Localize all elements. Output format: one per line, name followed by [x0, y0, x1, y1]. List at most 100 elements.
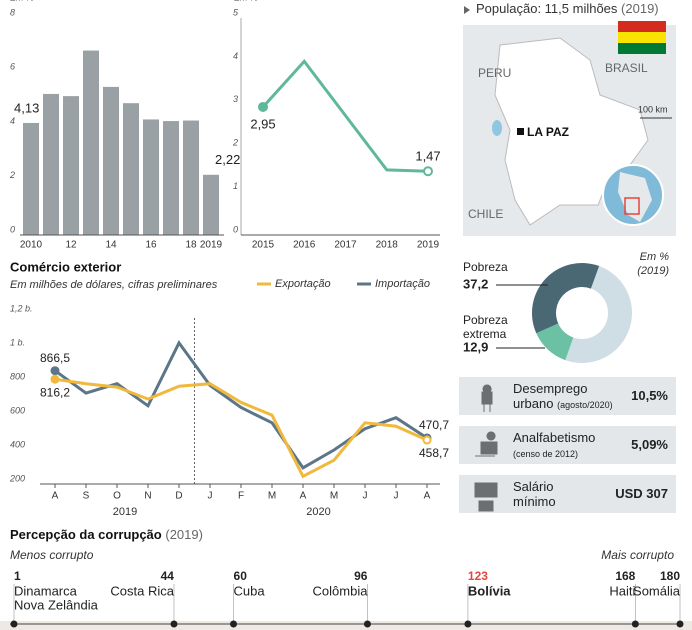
map-label: LA PAZ	[527, 125, 569, 139]
country-label: Nova Zelândia	[14, 597, 99, 612]
icon-shape	[474, 482, 498, 512]
locator	[624, 197, 640, 215]
end-label: Mais corrupto	[601, 548, 674, 562]
x-tick-label: A	[300, 491, 307, 502]
value-label: 866,5	[40, 351, 70, 365]
title-note: (2019)	[165, 527, 203, 542]
scale-label: 100 km	[638, 104, 668, 114]
marker	[170, 620, 178, 628]
y-tick-label: 400	[10, 439, 25, 449]
y-tick-label: 1,2 b.	[10, 303, 33, 313]
x-tick-label: J	[363, 491, 368, 502]
marker	[258, 101, 268, 112]
country-label: Bolívia	[468, 583, 511, 598]
x-tick-label: D	[175, 491, 182, 502]
line	[54, 377, 428, 479]
value-label: 37,2	[463, 276, 488, 291]
x-tick-label: 16	[145, 240, 157, 251]
y-tick-label: 200	[9, 473, 25, 483]
country-label: Costa Rica	[110, 583, 174, 598]
y-tick-label: 800	[10, 371, 25, 381]
line	[261, 59, 429, 173]
country-label: Cuba	[234, 583, 266, 598]
bar	[123, 103, 139, 235]
year-label: (2019)	[637, 265, 669, 277]
x-tick-label: 14	[105, 240, 117, 251]
bar	[163, 121, 179, 235]
scale-bar	[0, 621, 692, 630]
y-tick-label: 2	[9, 170, 15, 180]
icon-shape	[481, 384, 493, 412]
x-tick-label: M	[268, 491, 276, 502]
marker	[423, 166, 433, 177]
country-label: Haiti	[609, 583, 635, 598]
marker	[50, 366, 60, 376]
value-label: 816,2	[40, 385, 70, 399]
marker	[230, 620, 238, 628]
bar	[183, 120, 199, 235]
y-tick-label: 5	[233, 7, 239, 17]
rank-label: 96	[354, 569, 368, 583]
value-label: 470,7	[419, 418, 449, 432]
x-tick-label: F	[238, 491, 244, 502]
x-tick-label: 2019	[200, 240, 223, 251]
rank-label: 180	[660, 569, 680, 583]
unit-label: Em %	[640, 251, 670, 263]
indicator-value: USD 307	[615, 486, 668, 501]
x-tick-label: 12	[65, 240, 77, 251]
rank-label: 123	[468, 569, 488, 583]
value-label: 4,13	[14, 100, 39, 115]
marker	[422, 435, 432, 445]
bar	[43, 93, 59, 235]
country-label: Somália	[633, 583, 681, 598]
icon	[481, 384, 493, 412]
globe-land	[618, 172, 652, 222]
indicator: Salário mínimo USD 307	[459, 475, 676, 513]
x-tick-label: A	[52, 491, 59, 502]
label: Analfabetismo	[513, 430, 596, 445]
y-tick-label: 4	[233, 51, 238, 61]
population-label: População: 11,5 milhões	[476, 1, 618, 16]
rank-label: 1	[14, 569, 21, 583]
x-tick-label: J	[208, 491, 213, 502]
y-axis-label: Em %	[234, 0, 258, 2]
rank-label: 60	[234, 569, 248, 583]
chart-title: Comércio exterior	[10, 259, 121, 274]
y-tick-label: 1 b.	[10, 337, 25, 347]
x-tick-label: 2015	[252, 240, 275, 251]
marker	[464, 620, 472, 628]
rank-label: 168	[615, 569, 635, 583]
label: Desemprego urbano	[513, 381, 588, 411]
marker	[363, 620, 371, 628]
value-label: 458,7	[419, 446, 449, 460]
end-label: Menos corrupto	[10, 548, 94, 562]
bar	[63, 96, 79, 236]
x-tick-label: J	[394, 491, 399, 502]
bar	[143, 119, 159, 235]
lake	[492, 120, 502, 136]
indicator: Desemprego urbano (agosto/2020) 10,5%	[459, 377, 676, 415]
note: (agosto/2020)	[557, 400, 613, 410]
population-year: (2019)	[621, 1, 659, 16]
donut-segment	[536, 323, 574, 361]
year-label: 2019	[113, 506, 137, 518]
map-label: PERU	[478, 66, 511, 80]
value-label: 12,9	[463, 339, 488, 354]
donut-label: Pobreza extrema	[463, 313, 508, 341]
map-label: BRASIL	[605, 61, 648, 75]
y-tick-label: 2	[232, 138, 238, 148]
bar	[23, 122, 39, 235]
x-tick-label: 18	[185, 240, 197, 251]
x-tick-label: 2010	[20, 240, 43, 251]
bar	[203, 174, 219, 235]
label: Salário mínimo	[513, 479, 556, 509]
flag-red	[618, 21, 666, 32]
bar	[83, 50, 99, 235]
indicator-label: Desemprego urbano (agosto/2020)	[513, 381, 625, 413]
donut-segment	[532, 263, 600, 334]
indicator-label: Salário mínimo	[513, 479, 583, 509]
marker	[676, 620, 684, 628]
icon	[474, 482, 498, 512]
